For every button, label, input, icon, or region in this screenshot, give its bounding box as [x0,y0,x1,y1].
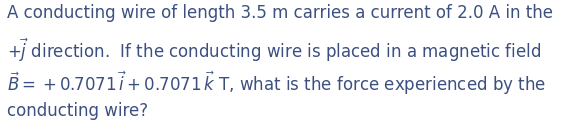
Text: A conducting wire of length 3.5 m carries a current of 2.0 A in the: A conducting wire of length 3.5 m carrie… [7,4,553,22]
Text: conducting wire?: conducting wire? [7,102,148,120]
Text: $\vec{B} = +0.7071\,\vec{i} + 0.7071\,\vec{k}$ T, what is the force experienced : $\vec{B} = +0.7071\,\vec{i} + 0.7071\,\v… [7,69,546,97]
Text: $+\vec{j}$ direction.  If the conducting wire is placed in a magnetic field: $+\vec{j}$ direction. If the conducting … [7,37,541,64]
